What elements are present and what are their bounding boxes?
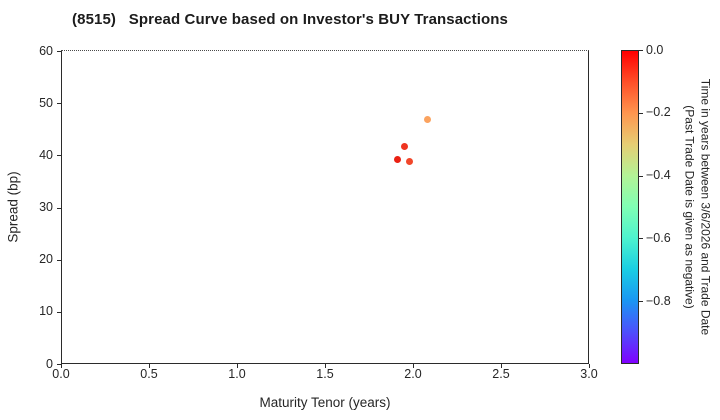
y-tick-label: 40 [39,147,53,162]
y-tick-mark [57,364,61,365]
scatter-point [393,156,401,163]
x-tick-mark [501,364,502,368]
colorbar-label: Time in years between 3/6/2026 and Trade… [682,79,713,335]
x-tick-label: 3.0 [580,367,598,381]
x-axis-label: Maturity Tenor (years) [259,395,391,410]
y-tick-label: 10 [39,304,53,319]
plot-top-edge [61,50,589,51]
y-tick-mark [57,103,61,105]
colorbar-tick-label: 0.0 [646,42,664,57]
y-tick-mark [57,207,61,209]
colorbar [621,50,639,364]
x-tick-label: 2.5 [492,367,510,381]
x-tick-mark [413,364,414,368]
y-tick-label: 50 [39,95,53,110]
scatter-point [423,116,431,124]
colorbar-label-line2: (Past Trade Date is given as negative) [683,105,697,309]
colorbar-tick-label: −0.2 [646,105,671,120]
y-tick-label: 30 [39,200,53,214]
y-tick-mark [57,155,61,157]
x-tick-mark [589,364,590,368]
colorbar-tick-label: −0.6 [646,230,671,245]
x-tick-mark [325,364,326,368]
y-tick-mark [57,311,61,313]
x-tick-label: 1.5 [316,367,334,381]
colorbar-tick-mark [639,238,643,240]
x-tick-mark [61,364,62,368]
x-tick-label: 0.0 [52,367,70,381]
x-tick-mark [237,364,238,368]
colorbar-tick-mark [639,112,643,114]
colorbar-label-line1: Time in years between 3/6/2026 and Trade… [698,78,713,336]
y-axis-label: Spread (bp) [5,171,21,243]
y-tick-label: 20 [39,252,53,267]
x-tick-label: 0.5 [140,367,158,381]
scatter-point [405,157,413,165]
plot-area [61,51,589,364]
y-tick-mark [57,259,61,261]
y-tick-mark [57,51,61,52]
colorbar-tick-mark [639,50,643,51]
x-tick-mark [149,364,150,368]
colorbar-tick-mark [639,175,643,177]
x-tick-label: 2.0 [404,367,422,381]
colorbar-tick-label: −0.8 [646,293,671,308]
colorbar-tick-mark [639,301,643,303]
y-tick-label: 0 [46,356,53,371]
chart-title: (8515) Spread Curve based on Investor's … [72,11,508,28]
x-tick-label: 1.0 [228,367,246,381]
colorbar-tick-label: −0.4 [646,168,671,183]
y-tick-label: 60 [39,43,53,58]
scatter-point [400,142,408,150]
